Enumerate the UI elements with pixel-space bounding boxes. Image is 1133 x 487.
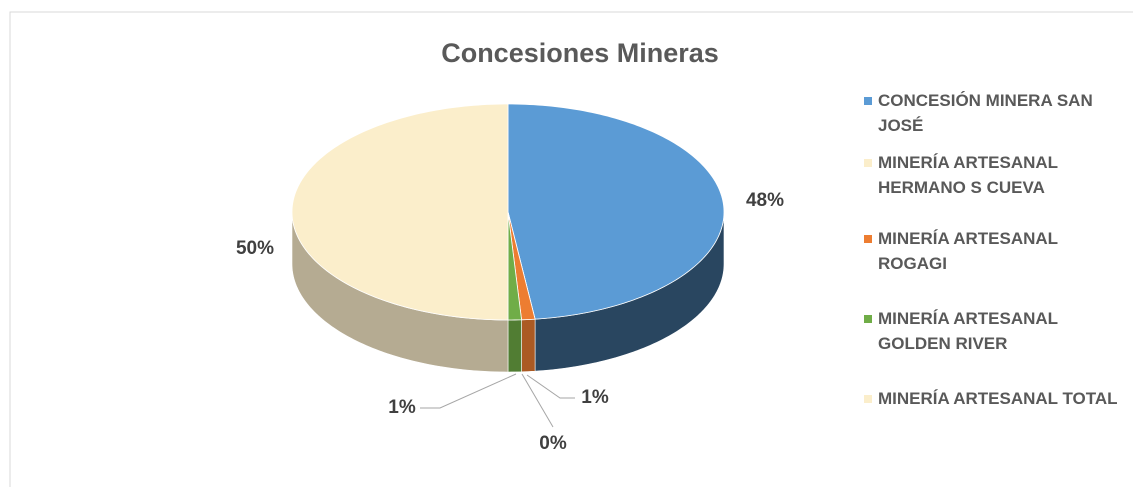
data-label: 48% <box>746 190 784 211</box>
legend-swatch <box>864 235 872 243</box>
data-label: 1% <box>581 387 609 408</box>
legend-label: MINERÍA ARTESANAL TOTAL <box>878 389 1118 408</box>
leader-line <box>521 373 554 428</box>
slice-side <box>507 319 522 373</box>
chart-border <box>9 11 1133 487</box>
slice <box>507 103 725 320</box>
legend-label: MINERÍA ARTESANAL HERMANO S CUEVA <box>878 153 1058 197</box>
legend-swatch <box>864 159 872 167</box>
chart-title: Concesiones Mineras <box>441 38 719 68</box>
leader-line <box>420 373 517 409</box>
legend-label: MINERÍA ARTESANAL GOLDEN RIVER <box>878 309 1058 353</box>
data-label: 1% <box>388 397 416 418</box>
legend-swatch <box>864 395 872 403</box>
legend-label: MINERÍA ARTESANAL ROGAGI <box>878 229 1058 273</box>
slice <box>291 103 509 321</box>
leader-line <box>526 374 575 399</box>
legend-swatch <box>864 97 872 105</box>
data-label: 50% <box>236 238 274 259</box>
data-label: 0% <box>539 433 567 454</box>
slice-side <box>521 318 536 373</box>
legend-swatch <box>864 315 872 323</box>
legend-label: CONCESIÓN MINERA SAN JOSÉ <box>878 91 1093 135</box>
